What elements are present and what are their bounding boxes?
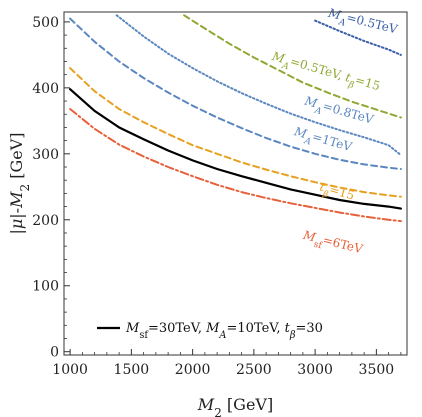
legend: Msf=30TeV, MA=10TeV, tβ=30 (97, 321, 323, 341)
y-tick-label: 500 (32, 15, 59, 31)
series-line (69, 67, 402, 198)
x-tick-label: 1000 (52, 362, 88, 378)
series-label: MA=0.8TeV (301, 93, 376, 131)
plot-frame (63, 11, 408, 356)
y-tick-label: 200 (32, 213, 59, 229)
series-label: MA=0.5TeV (325, 6, 400, 42)
x-tick-label: 2000 (175, 362, 211, 378)
curves (69, 14, 402, 223)
series-label: Msf=6TeV (300, 228, 365, 261)
x-tick-label: 1500 (114, 362, 150, 378)
x-tick-label: 3000 (297, 362, 333, 378)
x-tick-label: 2500 (236, 362, 272, 378)
x-tick-label: 3500 (359, 362, 395, 378)
series-line (183, 14, 402, 119)
series-line (69, 17, 402, 170)
legend-entry: Msf=30TeV, MA=10TeV, tβ=30 (125, 321, 323, 341)
y-axis-title: |μ|-M2 [GeV] (7, 133, 32, 235)
series-label: tβ=15 (317, 180, 356, 208)
y-tick-label: 400 (32, 81, 59, 97)
x-axis-title: M2 [GeV] (197, 395, 273, 417)
series-line (314, 19, 402, 56)
series-line (115, 14, 402, 157)
ticks: 1000 1500 2000 2500 3000 3500 0 100 200 300 400 500 (32, 15, 402, 378)
series-label: MA=1TeV (290, 124, 354, 159)
series-line (69, 108, 402, 223)
series-line (69, 88, 402, 210)
y-tick-label: 0 (50, 345, 59, 361)
y-tick-label: 300 (32, 147, 59, 163)
y-tick-label: 100 (32, 279, 59, 295)
